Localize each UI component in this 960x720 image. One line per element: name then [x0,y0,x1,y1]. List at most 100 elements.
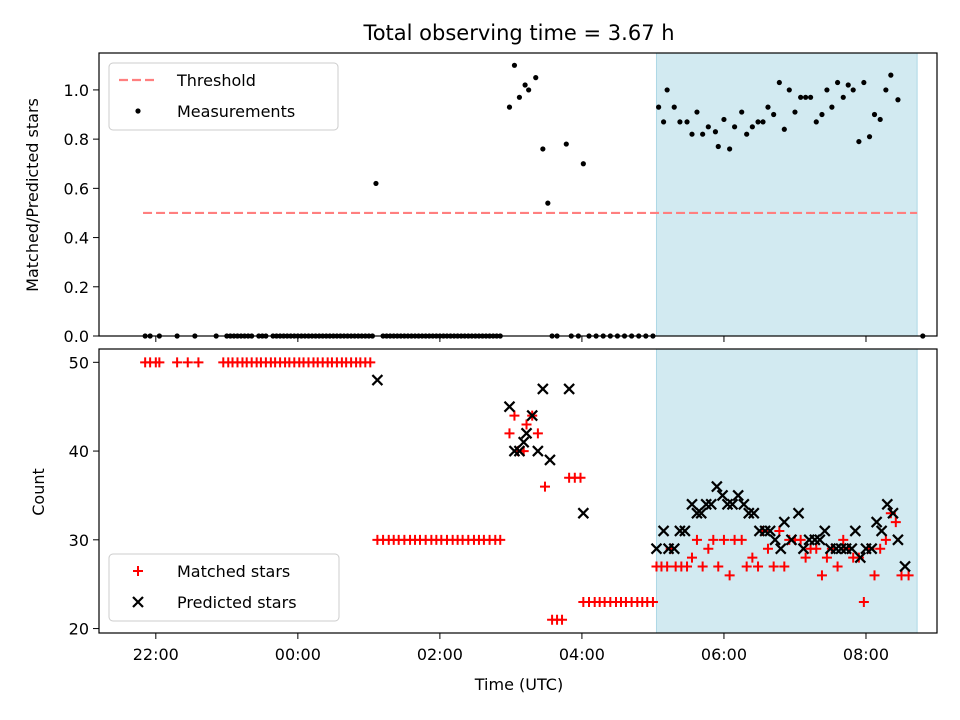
x-tick-label: 06:00 [701,645,747,664]
predicted-star-point [544,454,556,466]
measurement-point [765,104,771,110]
predicted-star-point [738,498,750,511]
measurement-point [664,87,670,93]
matched-star-point [768,561,779,572]
predicted-star-point [887,507,899,519]
matched-star-point [713,561,724,572]
measurement-point [580,161,586,167]
predicted-star-point [657,525,670,537]
matched-star-point [779,561,790,572]
matched-star-point [838,534,849,545]
predicted-star-point [809,534,821,546]
predicted-star-point [747,507,760,519]
matched-star-point [724,570,735,581]
predicted-star-point [513,445,526,457]
matched-star-point [509,410,520,421]
matched-star-point [832,561,843,572]
matched-star-point [753,561,764,572]
measurement-point [540,146,546,152]
axes-frame [98,348,938,634]
predicted-star-point [759,525,771,537]
matched-star-point [686,552,697,563]
predicted-star-point [792,507,805,519]
predicted-star-point [814,534,826,546]
predicted-star-point [563,383,575,395]
y-tick-label: 0.4 [64,229,89,248]
measurement-point [739,109,745,115]
predicted-star-point [650,542,663,555]
measurement-point [660,119,667,125]
matched-star-point [691,534,702,545]
measurement-point [760,119,766,125]
measurement-point [721,116,727,123]
matched-star-point [718,534,729,545]
matched-star-point [557,614,568,625]
predicted-star-point [830,542,842,555]
series-measurements [142,62,926,339]
measurement-point [526,87,532,93]
measurement-point [516,94,523,100]
measurement-point [798,94,804,100]
measurement-point [803,94,809,100]
matched-star-point [875,543,886,554]
observing-window-shade [655,52,918,337]
predicted-star-point [721,498,734,511]
matched-star-point [903,570,914,581]
measurement-point [694,109,700,115]
measurement-point [671,104,677,110]
x-axis-label: Time (UTC) [474,675,563,694]
measurement-point [700,131,706,137]
matched-star-point [539,481,550,492]
predicted-star-point [835,542,847,555]
predicted-star-point [769,534,781,546]
predicted-star-point [691,507,703,519]
x-tick-label: 22:00 [133,645,179,664]
predicted-star-point [695,507,708,519]
predicted-star-point [705,498,717,511]
predicted-star-point [668,542,681,555]
matched-star-point [193,357,204,368]
predicted-star-point [716,489,729,502]
chart-title: Total observing time = 3.67 h [362,21,674,45]
predicted-star-point [726,498,739,511]
predicted-star-point [870,516,883,528]
predicted-star-point [577,507,590,519]
predicted-star-point [849,525,862,537]
measurement-point [563,141,569,147]
measurement-point [819,111,825,118]
predicted-star-point [732,489,744,502]
measurement-point [533,75,539,81]
ratio-panel-ylabel: Matched/Predicted stars [23,98,42,292]
predicted-star-point [674,525,686,537]
measurement-point [712,129,719,135]
predicted-star-point [854,551,867,564]
predicted-star-point [785,534,798,546]
predicted-star-point [865,542,878,555]
y-tick-label: 0.8 [64,130,89,149]
predicted-star-point [892,534,904,546]
matched-star-point [172,357,183,368]
legend-label: Predicted stars [177,593,297,612]
x-tick-label: 00:00 [275,645,321,664]
measurement-point [684,119,690,125]
measurement-point [840,94,846,100]
y-tick-label: 1.0 [64,81,89,100]
predicted-star-point [846,542,858,555]
measurement-point [749,124,755,130]
matched-star-point [365,357,376,368]
measurement-point [895,97,901,103]
observing-window-shade [655,348,918,634]
legend-box [108,553,340,622]
matched-star-point [682,561,693,572]
legend-measurement-swatch [135,108,141,114]
measurement-point [705,124,711,130]
matched-star-point [736,534,747,545]
count-panel: 20 30 40 50 22:00 00:00 02:00 04:00 06:00 08:00 Ma… [69,348,938,664]
measurement-point [511,62,518,68]
measurement-point [522,82,528,88]
predicted-star-point [711,480,723,493]
y-tick-label: 50 [69,353,89,372]
measurement-point [850,87,856,93]
predicted-star-point [700,498,712,511]
